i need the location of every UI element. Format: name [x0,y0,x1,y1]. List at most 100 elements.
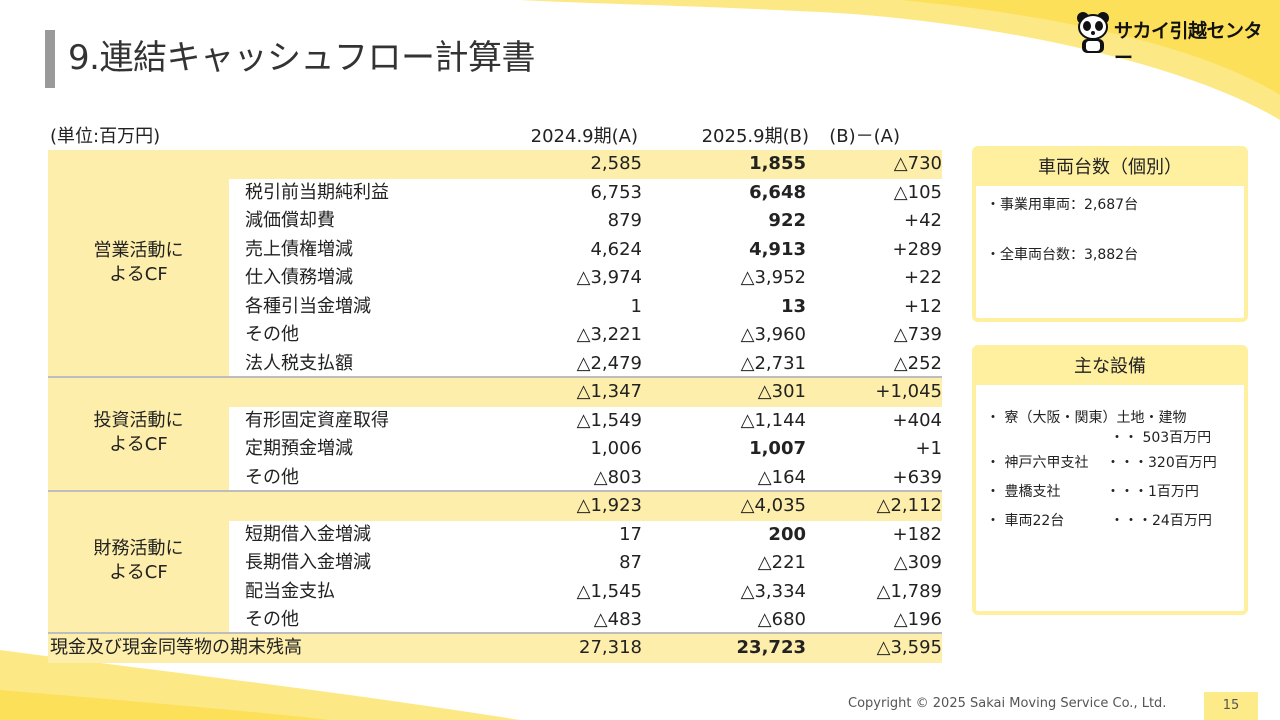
section-divider [48,632,942,634]
cell-b: △3,952 [740,267,806,288]
section-divider [48,490,942,492]
row-label: 有形固定資産取得 [245,409,389,431]
unit-label: (単位:百万円) [50,126,161,147]
table-row: 定期預金増減 1,006 1,007 +1 [48,435,942,464]
cell-b: 6,648 [749,181,806,203]
table-row: 売上債権増減 4,624 4,913 +289 [48,236,942,265]
cell-a: 6,753 [590,181,642,203]
cell-diff: △309 [893,552,942,573]
facility-value: ・・・320百万円 [1106,455,1217,471]
cell-a: 1 [630,295,642,317]
cell-a: 87 [619,552,642,573]
cell-diff: +12 [904,295,942,317]
col-b-header: 2025.9期(B) [701,126,809,147]
cell-b: △1,144 [740,409,806,431]
cell-diff: +639 [892,466,942,488]
table-row: 各種引当金増減 1 13 +12 [48,293,942,322]
facility-value: ・・・1百万円 [1106,484,1199,500]
cell-a: △1,549 [576,409,642,431]
cell-b: △2,731 [740,352,806,374]
table-row-ending: 現金及び現金同等物の期末残高 27,318 23,723 △3,595 [48,634,942,663]
table-row: 減価償却費 879 922 +42 [48,207,942,236]
table-row: 税引前当期純利益 6,753 6,648 △105 [48,179,942,208]
table-row: 短期借入金増減 17 200 +182 [48,521,942,550]
row-label: 長期借入金増減 [245,552,371,573]
cell-b: △164 [757,466,806,488]
cell-a: △1,923 [576,495,642,516]
cell-a: △1,545 [576,580,642,602]
vehicles-line: ・全車両台数：3,882台 [986,247,1139,263]
table-row-total: △1,347 △301 +1,045 [48,378,942,407]
cell-diff: △730 [893,153,942,174]
cell-a: △3,974 [576,267,642,288]
section-divider [48,376,942,378]
cell-a: 27,318 [579,637,642,658]
table-row: 有形固定資産取得 △1,549 △1,144 +404 [48,407,942,436]
cell-a: △803 [593,466,642,488]
cell-diff: +1,045 [875,381,942,402]
facility-item: ・ 寮（大阪・関東）土地・建物 [986,410,1187,426]
facilities-box: 主な設備 ・ 寮（大阪・関東）土地・建物 ・・ 503百万円 ・ 神戸六甲支社 … [972,345,1248,615]
cell-diff: +22 [904,267,942,288]
cell-b: △3,960 [740,324,806,345]
cell-diff: +42 [904,210,942,231]
cell-a: 4,624 [590,238,642,260]
cell-diff: +404 [892,409,942,431]
cell-a: △1,347 [576,381,642,402]
table-row: 配当金支払 △1,545 △3,334 △1,789 [48,578,942,607]
row-label: 法人税支払額 [245,352,353,374]
cell-diff: △105 [893,181,942,203]
cell-b: 1,855 [749,153,806,174]
panda-logo-icon [1077,12,1109,53]
cell-b: △221 [757,552,806,573]
cell-a: 879 [607,210,642,231]
copyright: Copyright © 2025 Sakai Moving Service Co… [848,696,1167,711]
row-label: 仕入債務増減 [245,267,353,288]
row-label: 配当金支払 [245,580,335,602]
table-row: その他 △483 △680 △196 [48,606,942,635]
table-row: その他 △3,221 △3,960 △739 [48,321,942,350]
section-label-operating: 営業活動に よるCF [48,150,231,376]
cell-b: △301 [757,381,806,402]
cell-diff: +289 [892,238,942,260]
table-row: 長期借入金増減 87 △221 △309 [48,549,942,578]
facility-value: ・・・24百万円 [1110,513,1212,529]
cell-diff: △1,789 [876,580,942,602]
facility-item: ・ 神戸六甲支社 [986,455,1089,471]
row-label: 各種引当金増減 [245,295,371,317]
cell-b: △680 [757,609,806,630]
cell-diff: △2,112 [876,495,942,516]
cell-diff: △196 [893,609,942,630]
col-a-header: 2024.9期(A) [530,126,638,147]
cell-a: 17 [619,523,642,545]
cell-b: △3,334 [740,580,806,602]
cell-b: △4,035 [740,495,806,516]
cell-b: 23,723 [736,637,806,658]
cell-diff: △3,595 [876,637,942,658]
row-label: その他 [245,324,299,345]
table-row: その他 △803 △164 +639 [48,464,942,493]
table-row-total: △1,923 △4,035 △2,112 [48,492,942,521]
vehicles-box: 車両台数（個別） ・事業用車両：2,687台 ・全車両台数：3,882台 [972,146,1248,322]
cell-a: △2,479 [576,352,642,374]
row-label: 売上債権増減 [245,238,353,260]
cell-b: 4,913 [749,238,806,260]
cell-b: 13 [780,295,806,317]
facility-value: ・・ 503百万円 [1110,430,1212,446]
table-row: 法人税支払額 △2,479 △2,731 △252 [48,350,942,379]
page-title: 9.連結キャッシュフロー計算書 [68,38,535,78]
row-label: その他 [245,466,299,488]
col-diff-header: (B)－(A) [829,126,900,147]
table-row-total: 2,585 1,855 △730 [48,150,942,179]
brand-name: サカイ引越センター [1114,20,1263,69]
facility-item: ・ 豊橋支社 [986,484,1061,500]
row-label: 現金及び現金同等物の期末残高 [50,637,302,658]
table-header: (単位:百万円) 2024.9期(A) 2025.9期(B) (B)－(A) [48,122,942,151]
row-label: 減価償却費 [245,210,335,231]
cell-b: 1,007 [749,438,806,459]
vehicles-title: 車両台数（個別） [976,150,1244,186]
cell-a: △3,221 [576,324,642,345]
title-accent-bar [45,30,55,88]
cell-a: 2,585 [590,153,642,174]
facilities-title: 主な設備 [976,349,1244,385]
